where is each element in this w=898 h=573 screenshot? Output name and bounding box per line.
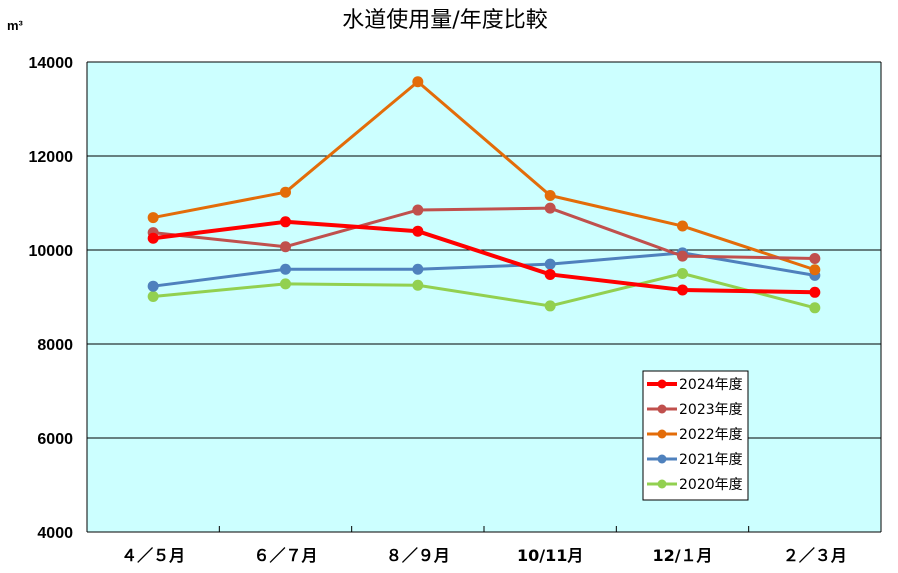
legend-swatch-marker (657, 454, 667, 464)
x-axis: ４／５月 ６／７月 ８／９月 10/11月 12/１月 ２／３月 (86, 62, 882, 565)
y-tick-label: 12000 (29, 149, 74, 166)
y-tick-label: 14000 (29, 55, 74, 72)
legend-swatch-marker (657, 479, 667, 489)
data-point (412, 279, 424, 291)
data-point (544, 202, 556, 214)
legend-swatch-marker (657, 404, 667, 414)
data-point (544, 258, 556, 270)
data-point (147, 212, 159, 224)
legend-swatch-marker (657, 429, 667, 439)
data-point (677, 250, 688, 262)
y-tick-label: 6000 (37, 431, 73, 448)
series-2024年度 (147, 216, 821, 298)
data-point (280, 278, 291, 290)
y-tick-label: 10000 (29, 243, 74, 260)
series-group (147, 76, 821, 314)
data-point (280, 216, 291, 228)
data-point (280, 186, 291, 198)
data-point (809, 286, 821, 298)
data-point (280, 263, 291, 275)
series-line (153, 272, 816, 310)
legend-label: 2020年度 (679, 477, 743, 493)
data-point (412, 263, 424, 275)
x-tick-label: ６／７月 (253, 546, 317, 565)
unit-label: m³ (7, 18, 24, 33)
data-point (544, 300, 556, 312)
legend-label: 2021年度 (679, 452, 743, 468)
x-tick-label: 12/１月 (652, 546, 712, 565)
data-point (544, 189, 556, 201)
data-point (677, 268, 688, 279)
data-point (809, 264, 821, 276)
data-point (677, 220, 688, 232)
legend: 2024年度 2023年度 2022年度 2021年度 2020年度 (642, 370, 749, 501)
data-point (147, 232, 159, 244)
chart-title: 水道使用量/年度比較 (342, 8, 547, 33)
data-point (412, 204, 424, 216)
data-point (677, 284, 688, 296)
data-point (280, 241, 291, 253)
legend-swatch-marker (657, 379, 667, 389)
data-point (147, 291, 159, 303)
series-line (152, 219, 815, 295)
x-tick-label: ２／３月 (783, 546, 847, 565)
data-point (809, 302, 821, 314)
data-point (412, 76, 424, 88)
data-point (147, 280, 159, 292)
x-tick-label: ４／５月 (121, 546, 185, 565)
x-tick-label: 10/11月 (517, 546, 583, 565)
series-line (152, 80, 816, 272)
gridlines (87, 61, 881, 439)
y-tick-label: 8000 (37, 337, 73, 354)
data-point (809, 252, 821, 264)
series-2022年度 (147, 76, 821, 276)
legend-label: 2024年度 (679, 377, 743, 393)
x-tick-label: ８／９月 (386, 546, 450, 565)
y-tick-label: 4000 (37, 525, 73, 542)
legend-label: 2023年度 (679, 402, 743, 418)
series-2020年度 (147, 268, 821, 314)
legend-label: 2022年度 (679, 427, 743, 443)
data-point (544, 268, 556, 280)
data-point (412, 225, 424, 237)
series-line (153, 206, 815, 260)
y-axis-ticks: 4000 6000 8000 10000 12000 14000 (29, 55, 74, 542)
